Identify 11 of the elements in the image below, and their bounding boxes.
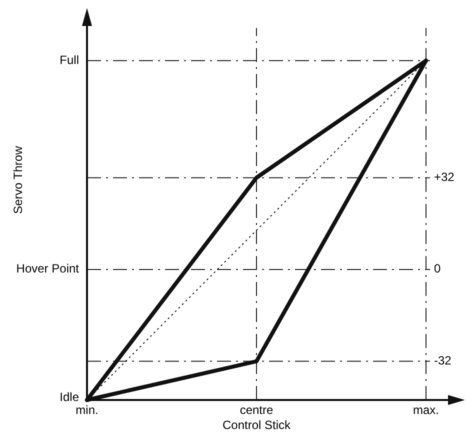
y-tick-label: -32 — [434, 353, 452, 368]
y-axis-title: Servo Throw — [11, 146, 25, 214]
x-axis-title: Control Stick — [222, 418, 292, 432]
y-tick-label: 0 — [434, 262, 441, 276]
ref-line-label: Hover Point — [16, 262, 80, 276]
text: Idle — [60, 390, 80, 404]
x-tick-label: max. — [412, 403, 440, 417]
x-tick-label: min. — [76, 403, 98, 417]
x-tick-label: centre — [240, 403, 274, 417]
y-tick-label: +32 — [434, 170, 455, 184]
ref-line-label: Full — [60, 52, 79, 67]
